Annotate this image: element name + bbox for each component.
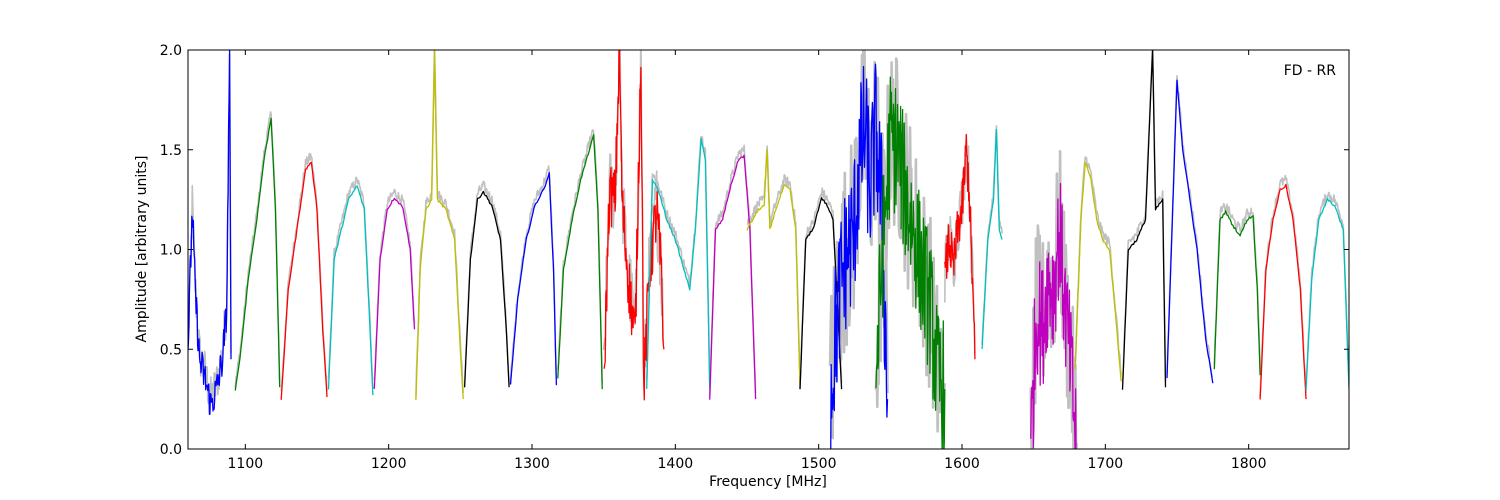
series-line-5	[415, 50, 464, 401]
series-line-20	[1121, 50, 1167, 390]
x-tick-label: 1800	[1231, 456, 1267, 472]
series-line-2	[280, 161, 328, 400]
series-line-3	[327, 185, 374, 396]
series-line-21	[1166, 79, 1214, 384]
y-tick-label: 1.5	[160, 143, 182, 159]
series-line-23	[1259, 183, 1307, 400]
background-trace-12	[746, 145, 801, 384]
x-tick-label: 1400	[658, 456, 694, 472]
x-tick-label: 1200	[371, 456, 407, 472]
series-line-7	[509, 171, 558, 386]
y-tick-label: 1.0	[160, 243, 182, 259]
series-line-15	[875, 76, 946, 449]
x-axis: 1100 1200 1300 1400 1500 1600 1700 1800	[228, 50, 1267, 472]
series-line-1	[234, 117, 281, 391]
y-axis: 0.0 0.5 1.0 1.5 2.0	[160, 43, 1349, 458]
y-axis-label: Amplitude [arbitrary units]	[134, 156, 150, 343]
background-trace-22	[1213, 202, 1261, 370]
background-trace-20	[1121, 50, 1167, 384]
x-tick-label: 1700	[1088, 456, 1124, 472]
plot-frame-background	[188, 50, 1349, 449]
x-tick-label: 1600	[944, 456, 980, 472]
series-line-13	[799, 197, 843, 390]
series-line-10	[646, 137, 711, 390]
series-line-18	[1030, 182, 1077, 449]
series-line-4	[373, 197, 416, 389]
y-tick-label: 0.5	[160, 342, 182, 358]
chart-annotation: FD - RR	[1284, 63, 1337, 79]
series-line-8	[557, 134, 603, 390]
series-line-19	[1074, 161, 1122, 382]
series-line-16	[944, 134, 976, 360]
series-line-17	[981, 128, 1003, 350]
series-layer	[188, 50, 1349, 449]
y-tick-label: 0.0	[160, 442, 182, 458]
x-tick-label: 1100	[228, 456, 264, 472]
series-line-22	[1213, 209, 1261, 376]
series-line-24	[1305, 198, 1349, 391]
series-line-9	[603, 50, 665, 401]
x-axis-label: Frequency [MHz]	[709, 474, 827, 490]
x-tick-label: 1500	[801, 456, 837, 472]
series-line-14	[830, 63, 889, 449]
series-line-12	[746, 149, 801, 390]
x-tick-label: 1300	[514, 456, 550, 472]
series-line-11	[709, 154, 757, 400]
y-tick-label: 2.0	[160, 43, 182, 59]
series-line-6	[463, 190, 510, 388]
series-line-0	[188, 50, 232, 415]
